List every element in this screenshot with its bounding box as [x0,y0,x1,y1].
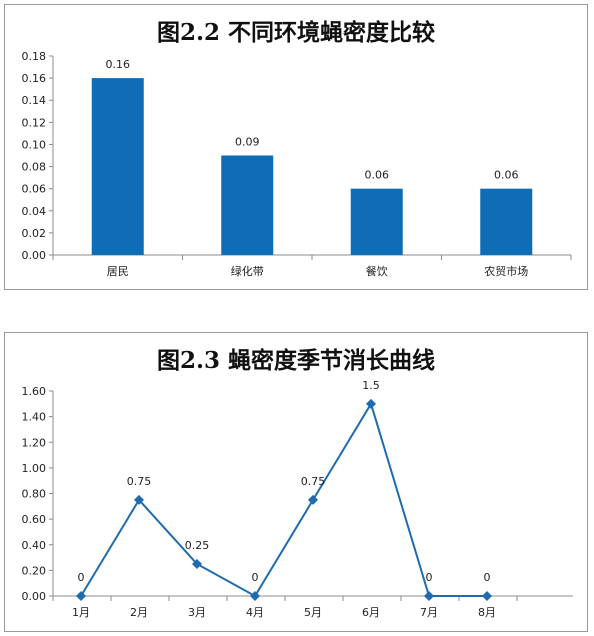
x-tick-label: 绿化带 [231,264,264,278]
point-data-label: 0 [484,571,491,584]
y-tick-label: 1.20 [22,436,47,449]
y-tick-label: 0.40 [22,539,47,552]
point-data-label: 1.5 [362,379,380,392]
y-tick-label: 1.60 [22,385,47,398]
data-point-marker [134,494,144,505]
point-data-label: 0.75 [301,475,326,488]
bar-chart-title: 图2.2 不同环境蝇密度比较 [156,19,436,46]
y-tick-label: 1.00 [22,462,47,475]
bar-data-label: 0.06 [494,169,519,182]
data-point-marker [366,398,376,409]
point-data-label: 0 [78,571,85,584]
y-tick-label: 0.60 [22,513,47,526]
y-tick-label: 0.12 [22,116,47,129]
line-chart-svg: 0.00 0.20 0.40 0.60 0.80 1.00 1.20 1.40 1.60 0 1月 0… [22,379,573,619]
y-tick-label: 1.40 [22,411,47,424]
x-tick-label: 1月 [72,606,90,619]
bar-data-label: 0.06 [365,169,390,182]
bar-data-label: 0.16 [106,58,131,71]
y-tick-label: 0.10 [22,138,47,151]
point-data-label: 0 [252,571,259,584]
x-tick-label: 8月 [478,606,496,619]
bar [350,188,403,255]
y-tick-label: 0.00 [22,590,47,603]
point-data-label: 0.25 [185,539,210,552]
bar [221,155,274,255]
data-point-marker [482,591,492,601]
y-tick-label: 0.04 [22,205,47,218]
y-tick-label: 0.00 [22,249,47,262]
x-tick-label: 农贸市场 [484,264,528,278]
x-tick-label: 4月 [246,606,264,619]
x-tick-label: 餐饮 [366,264,388,278]
point-data-label: 0.75 [127,475,152,488]
y-tick-label: 0.80 [22,488,47,501]
y-tick-label: 0.08 [22,161,47,174]
point-data-label: 0 [426,571,433,584]
bar-chart-panel: 图2.2 不同环境蝇密度比较 0.00 0.02 0.04 0.06 0.08 0.10 0… [4,4,588,290]
x-tick-label: 5月 [304,606,322,619]
line-chart-panel: 图2.3 蝇密度季节消长曲线 0.00 0.20 0.40 0.60 0.80 1.00 1… [4,332,588,632]
y-tick-label: 0.06 [22,183,47,196]
y-tick-label: 0.18 [22,50,47,63]
series-line [80,401,487,598]
data-point-marker [76,591,86,601]
data-point-marker [250,591,260,601]
x-tick-label: 7月 [420,606,438,619]
bar [480,188,533,255]
y-tick-label: 0.02 [22,227,47,240]
data-point-marker [192,558,202,569]
y-tick-label: 0.20 [22,564,47,577]
y-tick-label: 0.16 [22,72,47,85]
y-tick-label: 0.14 [22,94,47,107]
line-chart-title: 图2.3 蝇密度季节消长曲线 [156,347,436,374]
x-tick-label: 2月 [130,606,148,619]
data-point-marker [424,591,434,601]
data-point-marker [308,494,318,505]
x-tick-label: 居民 [107,265,129,278]
x-tick-label: 3月 [188,606,206,619]
bar [91,78,144,255]
bar-data-label: 0.09 [235,136,260,149]
bar-chart-svg: 0.00 0.02 0.04 0.06 0.08 0.10 0.12 0.14 0.16 0.18… [22,50,572,278]
x-tick-label: 6月 [362,606,380,619]
